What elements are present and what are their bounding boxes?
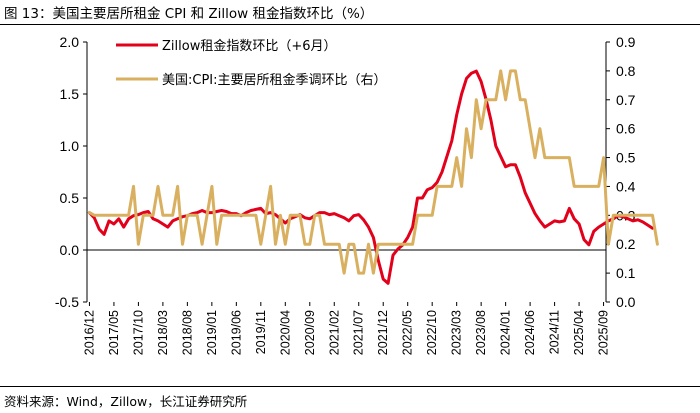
series-lines	[87, 69, 659, 285]
x-tick-label: 2019/01	[205, 310, 219, 355]
x-tick-label: 2024/01	[499, 310, 513, 355]
y-left-tick-label: 0.0	[60, 242, 80, 258]
y-left-tick-label: 1.0	[60, 138, 80, 154]
y-right-tick-label: 0.1	[616, 265, 636, 281]
x-tick-label: 2024/11	[548, 310, 562, 354]
y-right-tick-label: 0.5	[616, 150, 636, 166]
x-tick-label: 2019/06	[229, 310, 243, 355]
x-tick-label: 2017/10	[131, 310, 145, 355]
y-right-tick-label: 0.4	[616, 178, 636, 194]
y-right-tick-label: 0.8	[616, 63, 636, 79]
x-tick-label: 2018/03	[156, 310, 170, 355]
y-right-tick-label: 0.7	[616, 92, 636, 108]
y-right-tick-label: 0.2	[616, 236, 636, 252]
x-tick-label: 2017/05	[107, 310, 121, 355]
legend-label-zillow: Zillow租金指数环比（+6月）	[162, 38, 337, 54]
x-tick-label: 2019/11	[254, 310, 268, 354]
x-tick-label: 2022/10	[425, 310, 439, 355]
x-tick-label: 2021/02	[327, 310, 341, 355]
title-rule	[0, 24, 700, 25]
legend: Zillow租金指数环比（+6月） 美国:CPI:主要居所租金季调环比（右）	[116, 38, 387, 88]
y-right-tick-label: 0.6	[616, 121, 636, 137]
y-left-tick-label: -0.5	[55, 294, 79, 310]
x-tick-label: 2023/03	[450, 310, 464, 355]
series-line-zillow	[87, 69, 654, 285]
x-tick-label: 2021/07	[352, 310, 366, 355]
y-left-tick-label: 0.5	[60, 190, 80, 206]
x-tick-label: 2020/04	[278, 310, 292, 355]
series-line-cpi	[87, 69, 659, 275]
figure-source: 资料来源：Wind，Zillow，长江证券研究所	[4, 394, 248, 409]
x-tick-label: 2023/08	[474, 310, 488, 355]
x-tick-label: 2018/08	[180, 310, 194, 355]
axes: -0.50.00.51.01.52.00.00.10.20.30.40.50.6…	[55, 34, 636, 355]
legend-label-cpi: 美国:CPI:主要居所租金季调环比（右）	[162, 72, 387, 88]
y-left-tick-label: 1.5	[60, 86, 80, 102]
x-tick-label: 2020/09	[303, 310, 317, 355]
x-tick-label: 2016/12	[82, 310, 96, 355]
y-right-tick-label: 0.9	[616, 34, 636, 50]
y-right-tick-label: 0.0	[616, 294, 636, 310]
figure-title: 图 13：美国主要居所租金 CPI 和 Zillow 租金指数环比（%）	[4, 6, 374, 22]
y-left-tick-label: 2.0	[60, 34, 80, 50]
x-tick-label: 2025/09	[597, 310, 611, 355]
x-tick-label: 2021/12	[376, 310, 390, 355]
x-tick-label: 2022/05	[401, 310, 415, 355]
source-rule	[0, 386, 700, 387]
x-tick-label: 2024/06	[523, 310, 537, 355]
x-tick-label: 2025/04	[572, 310, 586, 355]
